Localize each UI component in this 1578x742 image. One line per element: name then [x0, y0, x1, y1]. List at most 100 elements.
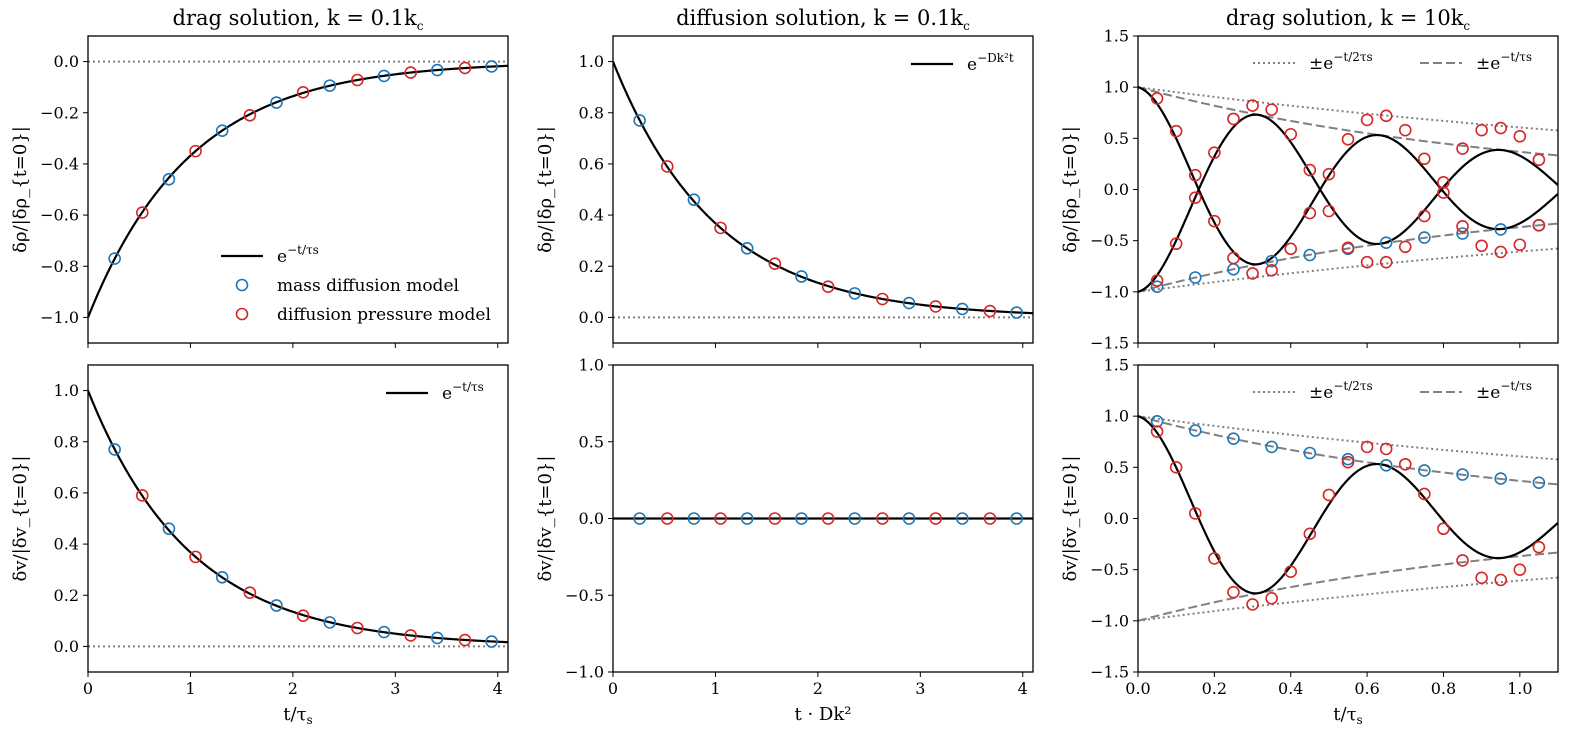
- y-tick-label: −1.0: [1090, 282, 1129, 301]
- mass-diffusion-point: [1418, 464, 1431, 477]
- mass-diffusion-point: [956, 302, 969, 316]
- mass-diffusion-point: [1494, 472, 1508, 485]
- y-tick-label: 1.5: [1104, 27, 1129, 46]
- x-tick-label: 0.2: [1202, 679, 1227, 698]
- diffusion-pressure-point: [1150, 274, 1164, 287]
- diffusion-pressure-point: [1494, 121, 1508, 135]
- panel-p4: 0 1 2 3 4 0.0 0.2 0.4 0.6 0.8 1.0 δv/|δv_{t=0}| t/τs…: [10, 364, 509, 727]
- y-tick-label: 0.6: [579, 154, 604, 173]
- y-tick-label: 0.2: [54, 586, 79, 605]
- diffusion-pressure-point: [1398, 457, 1412, 471]
- diffusion-pressure-point: [1188, 168, 1202, 182]
- mass-diffusion-point: [902, 512, 916, 525]
- mass-diffusion-point: [848, 512, 862, 525]
- y-axis-label: δρ/|δρ_{t=0}|: [535, 126, 556, 253]
- x-tick-label: 0: [83, 679, 93, 698]
- x-axis-label: t · Dk²: [795, 704, 852, 725]
- plot-area: [1138, 414, 1558, 622]
- diffusion-pressure-point: [135, 489, 149, 502]
- envelope-full-lower: [1138, 551, 1558, 622]
- diffusion-pressure-point: [1418, 487, 1431, 501]
- diffusion-pressure-point: [404, 629, 417, 642]
- diffusion-pressure-point: [1284, 565, 1298, 579]
- mass-diffusion-point: [1010, 306, 1023, 319]
- diffusion-pressure-point: [1265, 592, 1278, 605]
- diffusion-pressure-point: [1379, 109, 1393, 123]
- mass-diffusion-point: [108, 252, 121, 265]
- diffusion-pressure-point: [1513, 129, 1527, 143]
- y-axis-label: δv/|δv_{t=0}|: [535, 456, 556, 582]
- y-tick-label: −1.5: [1090, 334, 1129, 353]
- y-tick-label: −1.0: [40, 308, 79, 327]
- x-tick-label: 0.8: [1431, 679, 1456, 698]
- mass-diffusion-point: [162, 522, 176, 536]
- diffusion-pressure-point: [1169, 237, 1183, 251]
- mass-diffusion-point: [1010, 512, 1023, 525]
- envelope-half-lower: [1138, 576, 1558, 622]
- diffusion-pressure-point: [1227, 251, 1240, 265]
- diffusion-pressure-point: [768, 257, 782, 270]
- y-tick-label: −0.8: [40, 257, 79, 276]
- mass-diffusion-point: [377, 625, 391, 639]
- diffusion-pressure-point: [768, 512, 782, 525]
- diffusion-pressure-point: [1532, 540, 1546, 554]
- diffusion-pressure-point: [983, 304, 997, 318]
- plot-area: [88, 60, 508, 318]
- mass-diffusion-point: [1150, 280, 1164, 294]
- diffusion-pressure-point: [1169, 461, 1183, 474]
- diffusion-pressure-point: [1418, 152, 1431, 166]
- diffusion-pressure-point: [1437, 522, 1450, 536]
- mass-diffusion-point: [1265, 254, 1278, 268]
- diffusion-pressure-point: [876, 512, 889, 525]
- y-tick-label: 1.0: [54, 381, 79, 400]
- mass-diffusion-point: [902, 296, 916, 310]
- legend: e−t/τs mass diffusion model diffusion pres…: [221, 243, 491, 325]
- diffusion-pressure-point: [1475, 239, 1488, 253]
- diffusion-pressure-point: [1360, 440, 1374, 454]
- legend: e−Dk²t: [911, 51, 1014, 75]
- mass-diffusion-point: [1227, 432, 1240, 445]
- mass-diffusion-point: [1303, 248, 1317, 262]
- diffusion-pressure-point: [660, 160, 674, 173]
- diffusion-pressure-point: [458, 633, 472, 647]
- axes-frame: [612, 35, 1034, 344]
- y-axis-label: δv/|δv_{t=0}|: [10, 456, 31, 582]
- legend-label: mass diffusion model: [277, 276, 459, 296]
- diffusion-pressure-point: [821, 512, 835, 525]
- y-tick-label: 1.0: [1104, 78, 1129, 97]
- diffusion-pressure-point: [1532, 219, 1546, 232]
- mass-diffusion-point: [1379, 458, 1393, 472]
- solution-curve-a: [1138, 86, 1558, 266]
- mass-diffusion-point: [956, 512, 969, 525]
- axes-frame: [87, 35, 509, 344]
- mass-diffusion-point: [162, 172, 176, 186]
- mass-diffusion-point: [687, 193, 701, 207]
- mass-diffusion-point: [1188, 424, 1202, 437]
- diffusion-pressure-point: [1456, 554, 1469, 567]
- mass-diffusion-point: [1532, 476, 1546, 489]
- diffusion-pressure-point: [929, 300, 942, 313]
- mass-diffusion-point: [377, 69, 391, 83]
- x-tick-label: 3: [915, 679, 925, 698]
- y-tick-label: 0.4: [579, 206, 604, 225]
- legend-label: ±e−t/τs: [1476, 379, 1532, 403]
- mass-diffusion-point: [323, 79, 337, 92]
- mass-diffusion-point: [323, 616, 337, 629]
- y-tick-label: 0.2: [579, 257, 604, 276]
- diffusion-pressure-point: [1150, 92, 1164, 105]
- diffusion-pressure-point: [1360, 113, 1374, 127]
- axes-frame: [1137, 35, 1559, 344]
- diffusion-pressure-point: [1227, 585, 1240, 599]
- y-tick-label: 0.0: [1104, 180, 1129, 199]
- y-tick-label: 0.0: [1104, 509, 1129, 528]
- envelope-half-lower: [1138, 247, 1558, 293]
- diffusion-pressure-point: [660, 512, 674, 525]
- diffusion-pressure-point: [1513, 238, 1527, 252]
- diffusion-pressure-point: [1246, 598, 1259, 611]
- envelope-full-lower: [1138, 222, 1558, 293]
- diffusion-pressure-point: [1188, 191, 1202, 204]
- panel-title: drag solution, k = 0.1kc: [173, 6, 424, 33]
- panel-p5: 0 1 2 3 4 −1.0 −0.5 0.0 0.5 1.0 δv/|δv_{t=0}|t · D…: [535, 356, 1034, 725]
- y-tick-label: 0.0: [54, 637, 79, 656]
